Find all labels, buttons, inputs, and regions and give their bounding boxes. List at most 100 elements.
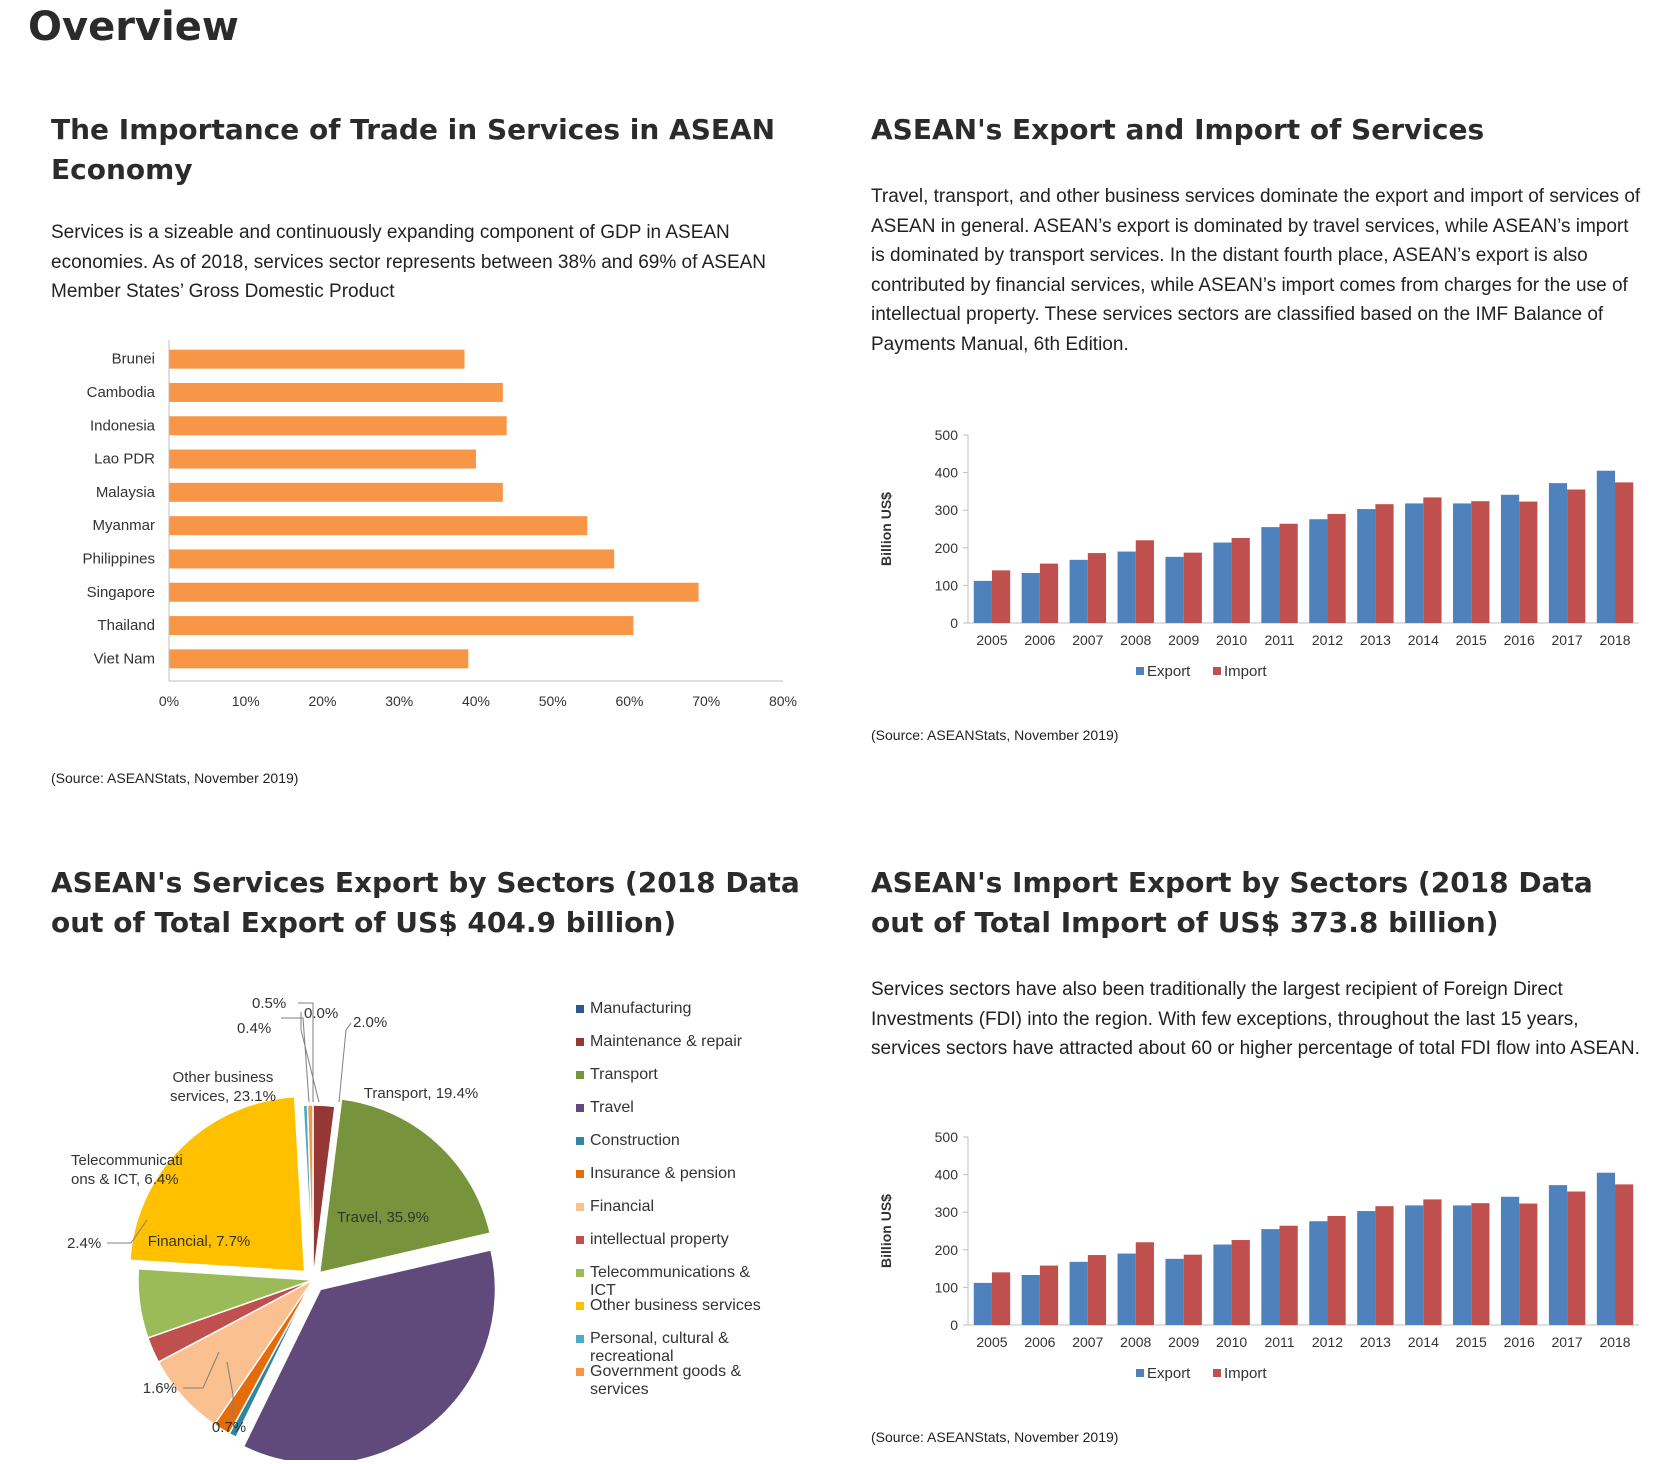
x-tick-label: 2012: [1312, 1334, 1343, 1350]
pie-legend-item: Telecommunications & ICT: [576, 1264, 780, 1300]
pie-legend-swatch: [576, 1335, 584, 1343]
y-tick-label: 500: [935, 427, 959, 443]
pie-data-label: 0.5%: [252, 995, 286, 1012]
page-title: Overview: [28, 4, 239, 50]
leader-line: [338, 1022, 352, 1103]
export-sectors-pie-chart: 0.0% 2.0% Transport, 19.4% Travel, 35.9% 0.7…: [67, 995, 497, 1460]
pie-legend-item: Manufacturing: [576, 1000, 780, 1018]
y-tick-label: 500: [935, 1129, 959, 1145]
export-bar-2005: [973, 580, 992, 623]
leader-line: [281, 1017, 310, 1103]
export-bar-2012: [1309, 519, 1328, 623]
import-bar-2017: [1567, 489, 1586, 623]
pie-data-label: 0.4%: [237, 1020, 271, 1037]
x-tick-label: 2005: [976, 1334, 1007, 1350]
import-sectors-section: ASEAN's Import Export by Sectors (2018 D…: [871, 863, 1641, 1064]
import-sectors-bar-chart: 0 100 200 300 400 500 2005 2006 2007 2008 2009 2010…: [878, 1129, 1639, 1382]
export-bar-2015: [1453, 1205, 1472, 1325]
export-bar-2008: [1117, 1253, 1136, 1325]
leader-line: [300, 1012, 320, 1103]
pie-slice-telecommunications-ict: [137, 1267, 314, 1339]
importance-section: The Importance of Trade in Services in A…: [51, 110, 821, 307]
pie-legend-item: intellectual property: [576, 1231, 780, 1249]
category-label: Thailand: [97, 617, 155, 634]
x-tick-label: 2010: [1216, 1334, 1247, 1350]
x-tick-label: 2007: [1072, 632, 1103, 648]
pie-legend-label: Transport: [590, 1066, 658, 1083]
export-bar-2006: [1021, 1274, 1040, 1325]
pie-legend-label: Personal, cultural & recreational: [590, 1330, 729, 1365]
pie-legend-item: Government goods & services: [576, 1363, 780, 1399]
pie-legend-swatch: [576, 1203, 584, 1211]
leader-line: [183, 1351, 220, 1389]
x-tick-label: 2015: [1456, 1334, 1487, 1350]
export-bar-2016: [1500, 1196, 1520, 1325]
legend-swatch-import: [1213, 1369, 1221, 1377]
export-bar-2012: [1309, 1221, 1328, 1325]
import-bar-2018: [1615, 482, 1634, 623]
pie-data-label: 2.0%: [353, 1014, 387, 1031]
pie-legend-item: Personal, cultural & recreational: [576, 1330, 780, 1366]
import-sectors-source: (Source: ASEANStats, November 2019): [871, 1429, 1119, 1445]
category-label: Lao PDR: [94, 451, 155, 468]
import-bar-2017: [1567, 1191, 1586, 1325]
leader-line: [107, 1219, 148, 1244]
import-bar-2007: [1087, 1255, 1107, 1325]
x-tick-label: 2015: [1456, 632, 1487, 648]
x-tick-label: 40%: [462, 693, 490, 709]
x-tick-label: 2009: [1168, 1334, 1199, 1350]
pie-legend-label: Telecommunications & ICT: [590, 1264, 751, 1299]
x-tick-label: 2018: [1599, 632, 1630, 648]
export-import-body: Travel, transport, and other business se…: [871, 186, 1641, 355]
x-tick-label: 20%: [308, 693, 336, 709]
bar-indonesia: [169, 416, 507, 436]
x-tick-label: 2012: [1312, 632, 1343, 648]
pie-legend-label: Travel: [590, 1099, 634, 1116]
x-tick-label: 80%: [769, 693, 797, 709]
pie-legend-label: Government goods & services: [590, 1363, 742, 1398]
pie-slice-government-goods-services: [306, 1104, 314, 1281]
category-label: Cambodia: [87, 384, 156, 401]
pie-data-label: Transport, 19.4%: [364, 1085, 479, 1102]
legend-label-export: Export: [1147, 663, 1191, 680]
x-tick-label: 2006: [1024, 1334, 1055, 1350]
category-label: Indonesia: [90, 417, 156, 434]
import-bar-2014: [1423, 497, 1442, 623]
pie-slice-travel: [242, 1249, 497, 1460]
import-bar-2008: [1135, 1242, 1154, 1325]
pie-legend-label: Financial: [590, 1198, 655, 1215]
export-bar-2011: [1261, 1229, 1280, 1325]
legend-swatch-export: [1136, 667, 1144, 675]
category-label: Viet Nam: [94, 650, 155, 667]
x-tick-label: 2013: [1360, 1334, 1391, 1350]
bar-brunei: [169, 349, 465, 369]
import-bar-2012: [1327, 1215, 1346, 1325]
pie-data-label: Telecommunicati ons & ICT, 6.4%: [71, 1152, 183, 1188]
import-bar-2015: [1471, 501, 1490, 623]
export-bar-2016: [1500, 494, 1520, 623]
import-sectors-title: ASEAN's Import Export by Sectors (2018 D…: [871, 866, 1593, 939]
legend-swatch-export: [1136, 1369, 1144, 1377]
export-import-section: ASEAN's Export and Import of Services Tr…: [871, 110, 1641, 359]
x-tick-label: 30%: [385, 693, 413, 709]
export-bar-2010: [1213, 1244, 1232, 1325]
y-tick-label: 200: [935, 1242, 959, 1258]
leader-line: [298, 1002, 314, 1102]
export-bar-2017: [1548, 483, 1568, 623]
pie-slice-other-business-services: [129, 1095, 306, 1273]
export-bar-2007: [1069, 1261, 1088, 1325]
export-bar-2011: [1261, 527, 1280, 623]
export-bar-2015: [1453, 503, 1472, 623]
pie-legend-item: Transport: [576, 1066, 780, 1084]
pie-legend-swatch: [576, 1368, 584, 1376]
x-tick-label: 2008: [1120, 632, 1151, 648]
pie-legend-swatch: [576, 1038, 584, 1046]
pie-legend-label: Maintenance & repair: [590, 1033, 743, 1050]
x-tick-label: 70%: [692, 693, 720, 709]
bar-cambodia: [169, 382, 503, 402]
legend-label-import: Import: [1224, 1365, 1267, 1382]
export-bar-2006: [1021, 572, 1040, 623]
x-tick-label: 2013: [1360, 632, 1391, 648]
y-axis-title: Billion US$: [878, 492, 894, 566]
x-tick-label: 50%: [539, 693, 567, 709]
